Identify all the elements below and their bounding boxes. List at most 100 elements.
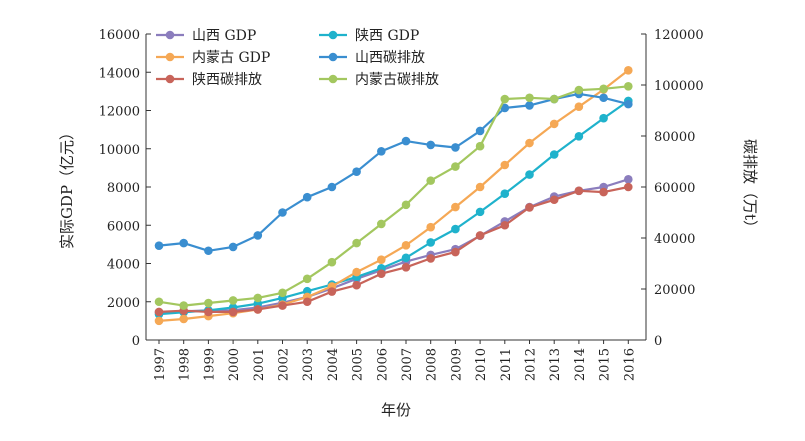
x-tick-label: 2005 xyxy=(351,348,366,381)
data-point xyxy=(204,307,213,317)
data-point xyxy=(624,175,633,184)
y-axis-title-left: 实际GDP（亿元） xyxy=(58,125,76,249)
data-point xyxy=(426,222,436,232)
x-tick-label: 2015 xyxy=(598,348,613,381)
left-y-tick-label: 14000 xyxy=(99,66,140,81)
legend-swatch-marker xyxy=(165,30,175,40)
data-point xyxy=(500,160,510,170)
data-point xyxy=(179,301,188,310)
data-point xyxy=(549,94,559,104)
legend-item: 内蒙古 GDP xyxy=(156,50,270,66)
legend-label: 内蒙古碳排放 xyxy=(355,72,439,88)
data-point xyxy=(327,182,337,192)
data-point xyxy=(204,246,213,256)
data-point xyxy=(204,298,213,308)
data-point xyxy=(624,99,633,109)
data-point xyxy=(549,150,559,159)
left-y-tick-label: 16000 xyxy=(99,28,140,43)
data-point xyxy=(352,167,361,176)
data-point xyxy=(401,263,411,272)
legend-swatch-marker xyxy=(165,52,175,62)
data-point xyxy=(574,85,584,95)
data-point xyxy=(500,103,510,113)
series xyxy=(154,81,633,310)
data-point xyxy=(500,220,510,230)
data-point xyxy=(599,84,608,94)
data-point xyxy=(574,132,584,141)
legend-label: 陕西碳排放 xyxy=(192,72,262,88)
left-y-tick-label: 4000 xyxy=(107,258,140,273)
legend-label: 陕西 GDP xyxy=(355,28,419,44)
data-point xyxy=(327,287,337,296)
series xyxy=(154,182,633,317)
series-line xyxy=(158,92,629,252)
data-point xyxy=(475,141,485,151)
x-tick-label: 1999 xyxy=(202,348,217,381)
data-point xyxy=(179,314,188,324)
data-point xyxy=(475,182,485,192)
left-y-tick-label: 10000 xyxy=(99,143,140,158)
data-point xyxy=(401,200,411,210)
right-y-tick-label: 60000 xyxy=(654,181,695,196)
data-point xyxy=(302,192,312,202)
legend-item: 陕西 GDP xyxy=(319,28,419,44)
data-point xyxy=(154,316,164,326)
data-point xyxy=(302,297,312,307)
data-point xyxy=(549,119,559,129)
data-point xyxy=(228,307,238,317)
data-point xyxy=(525,138,534,148)
data-point xyxy=(253,305,263,314)
data-point xyxy=(302,274,312,284)
data-point xyxy=(500,94,510,104)
data-point xyxy=(228,296,238,305)
x-tick-label: 2014 xyxy=(573,348,588,381)
data-point xyxy=(525,101,534,110)
data-point xyxy=(500,189,510,198)
x-tick-label: 2001 xyxy=(252,348,267,381)
x-tick-label: 2002 xyxy=(277,348,292,381)
right-y-tick-label: 120000 xyxy=(654,28,704,43)
data-point xyxy=(253,293,263,303)
left-y-tick-label: 2000 xyxy=(107,296,140,311)
data-point xyxy=(278,288,287,298)
series-line xyxy=(158,99,629,316)
data-point xyxy=(451,224,460,234)
left-y-ticks: 0 2000 4000 6000 8000 10000 12000 14000 16000 xyxy=(99,28,151,349)
data-point xyxy=(426,176,436,185)
data-point xyxy=(525,203,534,212)
x-tick-label: 2010 xyxy=(474,348,489,381)
legend-item: 内蒙古碳排放 xyxy=(319,72,439,88)
data-point xyxy=(377,219,386,229)
x-tick-label: 1997 xyxy=(153,348,168,381)
data-point xyxy=(228,242,238,252)
right-y-tick-label: 100000 xyxy=(654,79,704,94)
x-ticks: 1997 1998 1999 2000 2001 2002 2003 2004 2005 2006… xyxy=(153,340,637,381)
data-point xyxy=(377,255,386,264)
x-tick-label: 2012 xyxy=(524,348,539,381)
legend-item: 山西 GDP xyxy=(156,28,256,44)
legend-swatch-marker xyxy=(328,30,338,40)
data-point xyxy=(624,66,633,75)
right-y-ticks: 0 20000 40000 60000 80000 100000 120000 xyxy=(641,28,704,349)
data-point xyxy=(599,113,608,123)
x-tick-label: 2006 xyxy=(375,348,390,381)
legend-swatch-marker xyxy=(328,74,338,84)
data-point xyxy=(599,93,608,103)
data-point xyxy=(426,254,436,263)
data-point xyxy=(401,136,411,146)
left-y-tick-label: 6000 xyxy=(107,219,140,234)
right-y-tick-label: 0 xyxy=(654,334,662,349)
legend-swatch-marker xyxy=(328,52,338,62)
legend-item: 山西碳排放 xyxy=(319,50,425,66)
data-point xyxy=(451,247,460,257)
data-point xyxy=(475,207,485,217)
left-y-tick-label: 8000 xyxy=(107,181,140,196)
data-point xyxy=(426,238,436,247)
legend-swatch-marker xyxy=(165,74,175,84)
data-point xyxy=(426,140,436,150)
data-point xyxy=(401,253,411,263)
data-point xyxy=(352,280,361,290)
data-point xyxy=(154,241,164,250)
data-point xyxy=(154,297,164,307)
